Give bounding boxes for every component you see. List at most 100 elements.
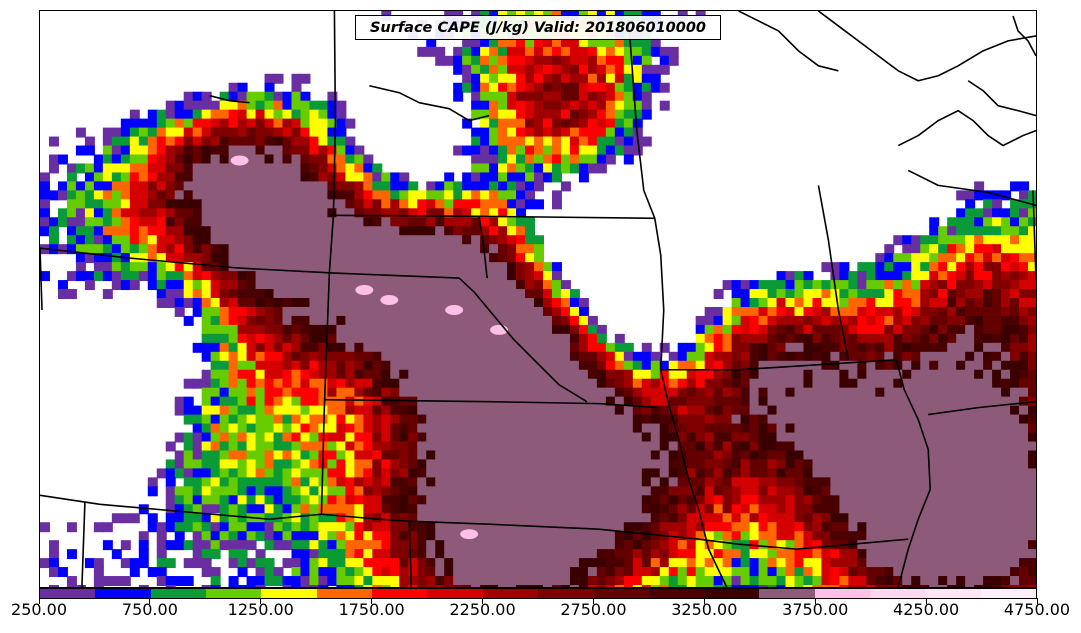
cape-cell [812,531,823,542]
cape-cell [866,306,877,317]
cape-cell [551,423,562,434]
cape-cell [444,262,455,273]
cape-cell [453,369,464,380]
cape-cell [560,154,571,165]
cape-cell [614,351,625,362]
cape-cell [516,262,527,273]
cape-cell [453,271,464,282]
cape-cell [525,585,536,587]
cape-cell [623,477,634,488]
cape-cell [704,576,715,587]
cape-cell [147,486,158,497]
cape-cell [578,540,589,551]
cape-cell [156,109,167,120]
cape-cell [192,163,203,174]
cape-cell [534,100,544,111]
cape-cell [219,513,230,524]
cape-cell [210,342,221,353]
cape-cell [578,432,589,443]
cape-cell [848,513,859,524]
cape-cell [336,486,347,497]
cape-cell [542,450,553,461]
cape-cell [659,558,670,569]
cape-cell [677,540,688,551]
cape-cell [767,315,778,326]
cape-cell [839,558,850,569]
cape-cell [219,504,230,515]
cape-cell [875,396,886,407]
cape-cell [803,432,814,443]
cape-cell [183,315,194,326]
cape-cell [525,558,536,569]
cape-cell [345,432,356,443]
cape-cell [318,127,329,138]
cape-cell [713,468,724,479]
cape-cell [534,55,544,66]
cape-cell [614,567,625,578]
cape-cell [776,333,787,344]
cape-cell [830,396,841,407]
cape-cell [480,351,491,362]
cape-cell [498,405,509,416]
cape-cell [354,549,365,560]
cape-cell [525,217,536,228]
cape-cell [857,289,868,299]
cape-cell [363,549,374,560]
cape-cell [264,118,275,129]
cape-cell [183,253,194,264]
cape-cell [569,100,580,111]
cape-cell [641,432,652,443]
cape-cell [381,315,392,326]
cape-cell [893,271,904,282]
cape-cell [372,217,383,228]
cape-cell [596,127,607,138]
cape-cell [641,522,652,533]
cape-cell [237,82,248,93]
cape-cell [102,127,113,138]
cape-cell [435,46,446,57]
cape-cell [174,136,185,147]
cape-cell [965,405,976,416]
cape-cell [498,567,509,578]
cape-cell [138,244,149,255]
cape-cell [911,262,922,273]
cape-cell [174,280,185,291]
cape-cell [857,522,868,533]
cape-cell [111,154,122,165]
cape-cell [102,540,113,551]
cape-cell [426,414,437,425]
cape-cell [507,208,518,219]
cape-cell [255,450,266,461]
cape-cell [587,100,598,111]
cape-cell [282,423,293,434]
cape-cell [129,208,140,219]
cape-cell [551,136,562,147]
cape-cell [830,486,841,497]
cape-cell [1028,289,1036,299]
cape-cell [596,450,607,461]
cape-cell [408,576,419,587]
cape-cell [336,262,347,273]
cape-cell [444,208,455,219]
cape-cell [327,253,338,264]
cape-cell [551,127,562,138]
cape-cell [767,387,778,398]
cape-cell [902,369,913,380]
cape-cell [776,378,787,389]
cape-cell [192,414,203,425]
cape-cell [174,468,185,479]
cape-cell [237,558,248,569]
cape-cell [776,369,787,380]
cape-cell [426,324,437,335]
cape-cell [1001,190,1012,201]
cape-cell [444,522,455,533]
cape-cell [785,459,796,470]
cape-cell [525,549,536,560]
cape-cell [471,558,482,569]
cape-cell [551,432,562,443]
cape-cell [390,199,401,210]
cape-cell [992,342,1003,353]
cape-cell [40,208,50,219]
cape-cell [399,190,410,201]
cape-cell [147,172,158,183]
